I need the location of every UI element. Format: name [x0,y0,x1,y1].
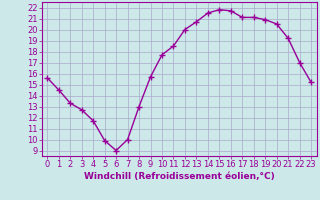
X-axis label: Windchill (Refroidissement éolien,°C): Windchill (Refroidissement éolien,°C) [84,172,275,181]
